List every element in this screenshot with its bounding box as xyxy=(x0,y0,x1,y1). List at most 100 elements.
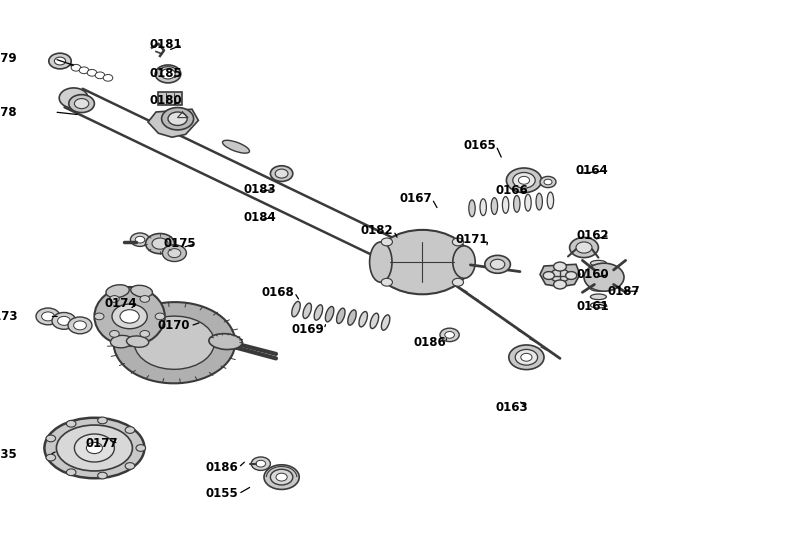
Ellipse shape xyxy=(326,306,334,322)
Ellipse shape xyxy=(590,269,606,274)
Circle shape xyxy=(155,65,181,83)
Circle shape xyxy=(540,176,556,188)
Circle shape xyxy=(59,88,88,108)
Circle shape xyxy=(543,272,554,279)
Circle shape xyxy=(168,112,187,125)
Ellipse shape xyxy=(209,334,242,349)
Text: 0180: 0180 xyxy=(150,94,182,108)
Circle shape xyxy=(58,316,70,325)
Ellipse shape xyxy=(370,242,392,282)
Circle shape xyxy=(69,95,94,113)
Ellipse shape xyxy=(480,199,486,216)
Ellipse shape xyxy=(110,335,133,348)
Circle shape xyxy=(509,345,544,370)
Text: 0175: 0175 xyxy=(163,237,196,250)
Text: 0161: 0161 xyxy=(577,300,610,314)
Circle shape xyxy=(42,312,54,321)
Text: 0178: 0178 xyxy=(0,105,18,119)
Circle shape xyxy=(554,280,566,289)
Circle shape xyxy=(49,53,71,69)
Circle shape xyxy=(125,427,134,433)
Ellipse shape xyxy=(292,301,300,317)
Circle shape xyxy=(264,465,299,489)
Ellipse shape xyxy=(114,302,235,384)
Circle shape xyxy=(125,463,134,469)
Circle shape xyxy=(86,442,102,454)
Text: 0170: 0170 xyxy=(158,319,190,333)
Circle shape xyxy=(136,445,146,451)
Circle shape xyxy=(162,108,194,130)
Circle shape xyxy=(445,332,454,338)
Ellipse shape xyxy=(222,140,250,153)
Circle shape xyxy=(98,472,107,479)
Circle shape xyxy=(74,321,86,330)
Circle shape xyxy=(576,242,592,253)
Circle shape xyxy=(140,330,150,337)
Circle shape xyxy=(506,168,542,193)
Circle shape xyxy=(36,308,60,325)
Ellipse shape xyxy=(56,425,132,471)
Circle shape xyxy=(66,421,76,427)
Circle shape xyxy=(66,469,76,475)
Text: 0186: 0186 xyxy=(414,336,446,349)
Circle shape xyxy=(46,435,55,442)
Ellipse shape xyxy=(348,310,356,325)
Text: 0165: 0165 xyxy=(463,139,496,152)
Text: 0174: 0174 xyxy=(105,297,138,310)
Circle shape xyxy=(152,238,168,249)
Circle shape xyxy=(140,296,150,302)
Ellipse shape xyxy=(590,277,606,283)
Circle shape xyxy=(155,313,165,320)
Ellipse shape xyxy=(106,284,130,298)
Ellipse shape xyxy=(536,193,542,210)
Circle shape xyxy=(74,99,89,109)
Circle shape xyxy=(518,176,530,184)
Ellipse shape xyxy=(469,200,475,217)
Circle shape xyxy=(566,272,577,279)
Circle shape xyxy=(94,313,104,320)
Circle shape xyxy=(68,317,92,334)
Circle shape xyxy=(256,460,266,467)
Text: 0186: 0186 xyxy=(206,461,238,474)
Ellipse shape xyxy=(130,285,153,297)
Circle shape xyxy=(570,237,598,258)
Circle shape xyxy=(452,238,463,246)
Circle shape xyxy=(79,67,89,73)
Circle shape xyxy=(382,238,393,246)
Ellipse shape xyxy=(303,303,311,319)
Text: 0183: 0183 xyxy=(243,183,276,196)
Circle shape xyxy=(515,349,538,365)
Ellipse shape xyxy=(94,287,165,346)
Text: 0164: 0164 xyxy=(575,164,608,178)
Text: 0185: 0185 xyxy=(150,67,182,81)
Text: 0167: 0167 xyxy=(399,192,432,206)
Text: 0179: 0179 xyxy=(0,52,18,66)
Circle shape xyxy=(54,57,66,65)
Circle shape xyxy=(382,278,393,286)
Ellipse shape xyxy=(134,316,214,370)
Text: 0184: 0184 xyxy=(243,211,276,224)
Circle shape xyxy=(452,278,463,286)
Text: 0169: 0169 xyxy=(291,323,324,336)
Circle shape xyxy=(584,263,624,291)
Circle shape xyxy=(74,434,114,462)
Circle shape xyxy=(251,457,270,470)
Circle shape xyxy=(440,328,459,342)
Ellipse shape xyxy=(453,246,475,278)
Circle shape xyxy=(275,169,288,178)
Text: 0162: 0162 xyxy=(577,228,610,242)
Circle shape xyxy=(98,417,107,424)
Ellipse shape xyxy=(359,311,367,327)
Text: 0160: 0160 xyxy=(577,268,610,281)
Circle shape xyxy=(110,330,119,337)
Circle shape xyxy=(276,473,287,481)
Polygon shape xyxy=(540,264,580,287)
Text: 0181: 0181 xyxy=(150,38,182,52)
Ellipse shape xyxy=(491,198,498,214)
Ellipse shape xyxy=(502,197,509,213)
Circle shape xyxy=(52,312,76,329)
Circle shape xyxy=(103,74,113,81)
Circle shape xyxy=(168,249,181,258)
Text: 0182: 0182 xyxy=(361,224,394,237)
Text: 0155: 0155 xyxy=(206,487,238,501)
